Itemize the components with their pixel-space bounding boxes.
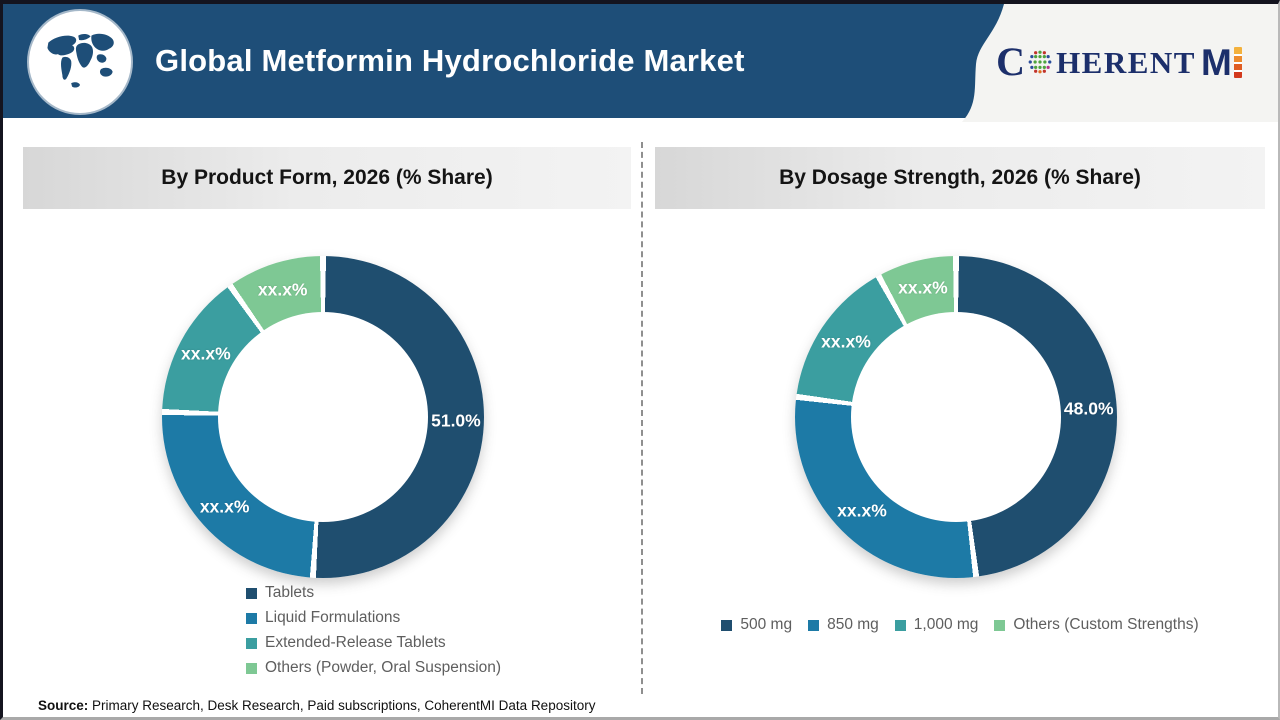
- legend-swatch-icon: [246, 587, 257, 599]
- source-text: Primary Research, Desk Research, Paid su…: [88, 698, 596, 713]
- legend-label: 850 mg: [827, 616, 879, 633]
- slice-value-label: xx.x%: [199, 496, 250, 516]
- source-label: Source:: [38, 698, 89, 713]
- logo-letters-herent: HERENT: [1056, 44, 1196, 80]
- world-map-badge: [29, 11, 131, 113]
- legend-item: Others (Powder, Oral Suspension): [246, 659, 501, 677]
- slice-value-label: 51.0%: [431, 410, 481, 431]
- legend-label: Extended-Release Tablets: [265, 634, 446, 651]
- slice-value-label: 48.0%: [1063, 398, 1114, 419]
- legend-label: Liquid Formulations: [265, 609, 401, 626]
- slice-value-label: xx.x%: [181, 343, 231, 364]
- dosage-strength-donut-chart: 48.0% xx.x% xx.x% xx.x%: [795, 256, 1117, 578]
- legend-item: Tablets: [246, 584, 501, 602]
- legend-label: Others (Powder, Oral Suspension): [265, 659, 502, 676]
- legend-label: Tablets: [265, 584, 315, 601]
- legend-item: Extended-Release Tablets: [246, 634, 501, 652]
- legend-label: 1,000 mg: [913, 616, 979, 633]
- left-panel-title: By Product Form, 2026 (% Share): [23, 147, 631, 209]
- legend-item: 500 mg: [721, 616, 792, 634]
- dosage-strength-legend: 500 mg 850 mg 1,000 mg Others (Custom Stren…: [655, 616, 1265, 634]
- logo-letter-c: C: [996, 39, 1026, 84]
- legend-item: Liquid Formulations: [246, 609, 501, 627]
- donut-ring: [795, 256, 1117, 578]
- panel-divider: [641, 142, 643, 694]
- logo-letter-i-bar: [1233, 46, 1242, 78]
- right-panel-title: By Dosage Strength, 2026 (% Share): [655, 147, 1265, 209]
- header-band: Global Metformin Hydrochloride Market C …: [3, 4, 1278, 122]
- page-title: Global Metformin Hydrochloride Market: [155, 43, 745, 78]
- legend-swatch-icon: [246, 612, 257, 624]
- product-form-legend: Tablets Liquid Formulations Extended-Relea…: [246, 584, 501, 684]
- legend-swatch-icon: [894, 619, 906, 631]
- world-map-icon: [47, 33, 114, 88]
- slice-value-label: xx.x%: [837, 500, 887, 521]
- legend-label: Others (Custom Strengths): [1013, 616, 1199, 633]
- slice-value-label: xx.x%: [898, 277, 948, 298]
- product-form-donut-chart: 51.0% xx.x% xx.x% xx.x%: [162, 256, 484, 578]
- logo-swoosh-shape: [962, 4, 1278, 122]
- donut-ring: [162, 256, 484, 578]
- legend-swatch-icon: [721, 619, 733, 631]
- source-line: Source: Primary Research, Desk Research,…: [38, 698, 595, 713]
- legend-label: 500 mg: [740, 616, 793, 633]
- legend-swatch-icon: [994, 619, 1006, 631]
- legend-swatch-icon: [246, 662, 257, 674]
- legend-item: 1,000 mg: [894, 616, 979, 634]
- slice-value-label: xx.x%: [257, 279, 308, 300]
- legend-item: Others (Custom Strengths): [994, 616, 1199, 634]
- legend-swatch-icon: [808, 619, 820, 631]
- slice-value-label: xx.x%: [821, 331, 871, 352]
- coherentmi-logo: C HERENT M: [988, 34, 1250, 90]
- logo-letter-m: M: [1200, 41, 1232, 83]
- legend-swatch-icon: [246, 637, 257, 649]
- legend-item: 850 mg: [808, 616, 879, 634]
- globe-dots-icon: [1028, 50, 1052, 74]
